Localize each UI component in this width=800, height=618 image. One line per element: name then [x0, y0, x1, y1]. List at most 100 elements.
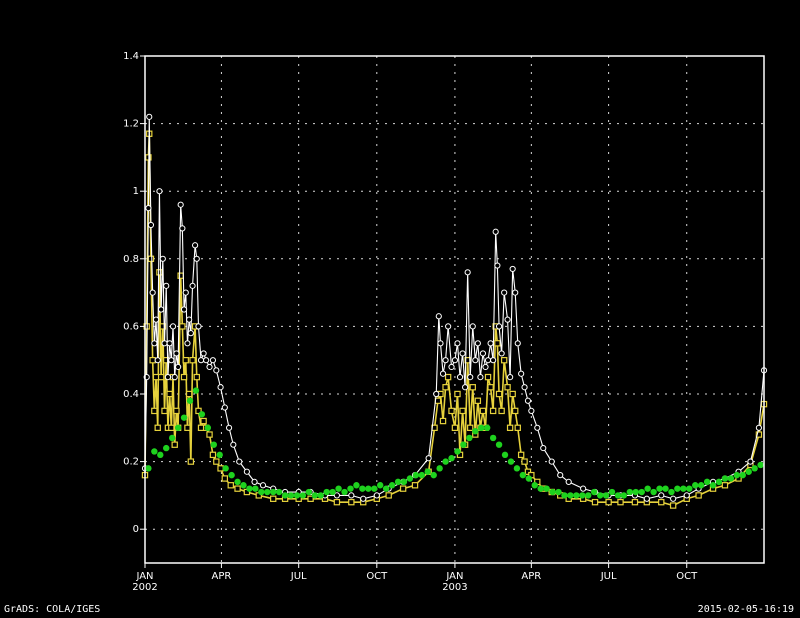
data-point: [234, 485, 241, 492]
data-point: [509, 390, 516, 398]
data-point: [166, 390, 173, 398]
data-point: [166, 340, 173, 347]
data-point: [745, 468, 752, 475]
data-point: [173, 350, 180, 357]
data-point: [210, 441, 217, 448]
data-point: [608, 488, 616, 496]
data-point: [525, 475, 532, 482]
data-point: [293, 492, 301, 499]
data-point: [521, 458, 528, 465]
data-point: [524, 397, 532, 404]
data-point: [373, 492, 380, 499]
data-point: [662, 485, 669, 492]
data-point: [567, 492, 574, 499]
data-point: [217, 384, 224, 391]
data-point: [561, 492, 568, 499]
data-point: [146, 113, 153, 120]
data-point: [548, 458, 555, 465]
data-point: [371, 485, 378, 492]
data-point: [435, 313, 442, 320]
data-point: [252, 485, 259, 492]
data-point: [474, 397, 482, 404]
data-point: [317, 492, 324, 499]
data-point: [377, 482, 384, 489]
data-point: [448, 407, 455, 415]
data-point: [197, 424, 205, 432]
data-point: [164, 374, 172, 381]
data-point: [163, 444, 170, 452]
data-point: [323, 488, 330, 496]
data-point: [489, 407, 497, 415]
data-point: [184, 424, 191, 432]
data-point: [168, 357, 175, 364]
x-tick-year-label: 2003: [442, 582, 467, 593]
data-point: [151, 340, 158, 347]
data-point: [721, 475, 729, 482]
y-tick-label: 1.4: [123, 51, 139, 62]
data-point: [524, 468, 532, 475]
data-point: [200, 350, 207, 357]
data-point: [519, 471, 527, 479]
data-point: [161, 407, 168, 415]
data-point: [692, 482, 699, 489]
data-point: [602, 492, 610, 499]
data-point: [305, 488, 313, 496]
data-point: [462, 384, 469, 391]
data-point: [228, 471, 235, 479]
data-point: [240, 482, 247, 489]
data-point: [287, 492, 295, 499]
x-tick-label: JUL: [600, 571, 617, 582]
data-point: [459, 407, 466, 415]
data-point: [703, 478, 711, 486]
data-point: [686, 485, 693, 492]
data-point: [147, 255, 155, 263]
data-point: [258, 488, 265, 496]
data-point: [531, 482, 538, 489]
data-point: [177, 272, 184, 279]
data-point: [656, 485, 663, 492]
data-point: [157, 373, 165, 381]
data-point: [514, 340, 521, 347]
data-point: [168, 424, 175, 432]
data-point: [518, 370, 525, 377]
data-point: [227, 482, 234, 489]
x-tick-label: APR: [212, 571, 232, 582]
data-point: [152, 373, 160, 381]
data-point: [154, 357, 161, 364]
data-point: [727, 475, 735, 482]
data-point: [193, 255, 200, 262]
data-point: [591, 498, 599, 506]
data-point: [489, 434, 497, 442]
data-point: [448, 455, 455, 462]
data-point: [697, 482, 705, 489]
series-filled-circle: [145, 387, 764, 499]
data-point: [492, 228, 499, 235]
data-point: [203, 357, 210, 364]
data-point: [483, 424, 491, 431]
data-point: [484, 357, 492, 364]
data-point: [158, 306, 165, 313]
data-point: [412, 471, 420, 479]
data-point: [680, 485, 687, 492]
data-point: [174, 424, 182, 431]
data-point: [180, 306, 188, 313]
data-point: [216, 451, 223, 459]
data-point: [169, 323, 177, 330]
data-point: [270, 495, 277, 502]
data-point: [341, 488, 348, 496]
data-point: [400, 478, 408, 486]
data-point: [469, 323, 476, 330]
data-point: [549, 488, 556, 496]
footer-timestamp: 2015-02-05-16:19: [697, 604, 794, 615]
data-point: [195, 323, 202, 330]
data-point: [156, 269, 163, 276]
data-point: [184, 340, 191, 347]
data-point: [156, 188, 163, 195]
data-point: [365, 485, 372, 492]
data-point: [329, 488, 336, 496]
data-point: [159, 255, 166, 262]
data-point: [733, 471, 741, 479]
data-point: [442, 384, 449, 391]
data-point: [459, 350, 466, 357]
